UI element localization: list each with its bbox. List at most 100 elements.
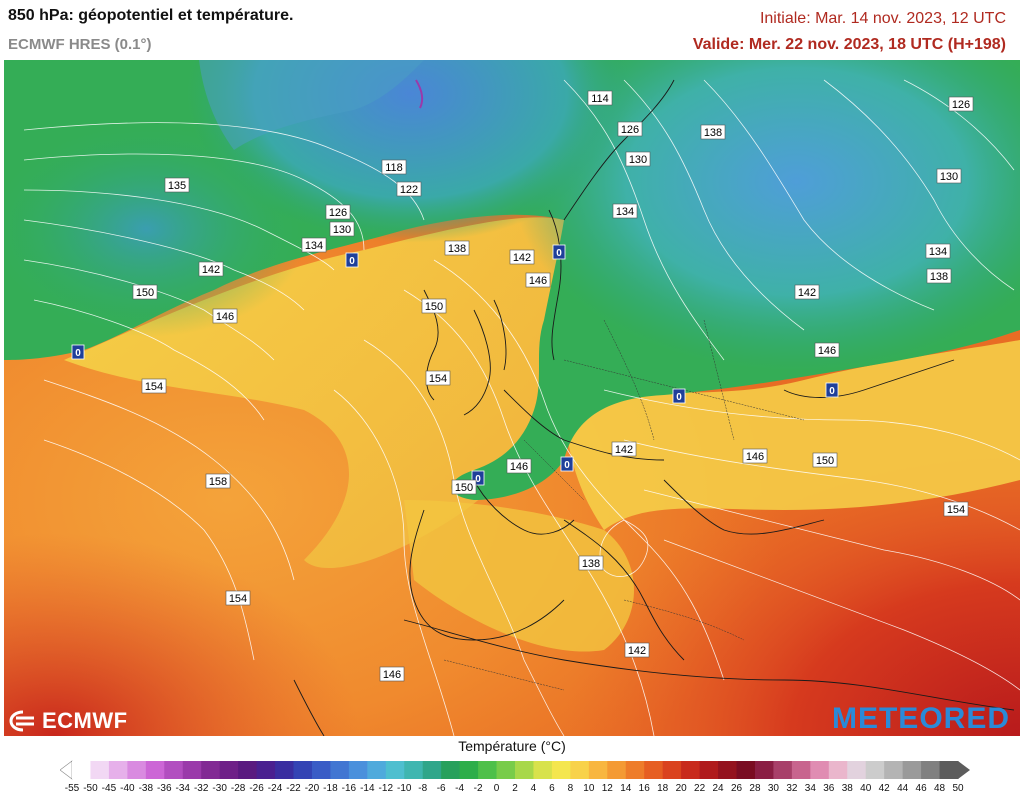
geopotential-label-text: 130 [629,154,647,166]
legend-swatch [921,761,941,779]
zero-isotherm-text: 0 [349,256,355,267]
legend-tick-label: -2 [473,783,483,794]
legend-swatch [865,761,885,779]
zero-isotherm-marker: 0 [71,344,85,360]
geopotential-label-text: 146 [529,275,547,287]
legend-tick-label: 38 [841,783,853,794]
legend-tick-label: 40 [860,783,872,794]
zero-isotherm-text: 0 [556,248,562,259]
geopotential-label-text: 150 [455,482,473,494]
geopotential-label-text: 146 [216,311,234,323]
legend-swatch [275,761,294,779]
geopotential-label-text: 138 [582,558,600,570]
geopotential-label: 134 [301,237,327,253]
legend-tick-label: 42 [878,783,890,794]
legend-tick-label: 26 [730,783,743,794]
legend-swatch [404,761,424,779]
legend-tick-label: -50 [83,783,98,794]
legend-tick-label: 8 [567,783,574,794]
legend-swatch [718,761,737,779]
geopotential-label: 122 [396,181,422,197]
legend-swatch [588,761,608,779]
geopotential-label: 150 [132,284,158,300]
legend-swatch [681,761,701,779]
geopotential-label-text: 154 [229,593,247,605]
legend-tick-label: -32 [193,783,209,794]
legend-tick-label: -30 [212,783,227,794]
legend-swatch [293,761,313,779]
legend-swatch [939,761,959,779]
legend-swatch [884,761,904,779]
geopotential-label-text: 154 [429,373,447,385]
legend-tick-label: -22 [286,783,301,794]
zero-isotherm-text: 0 [676,392,682,403]
legend-title: Température (°C) [458,738,566,754]
geopotential-label-text: 126 [621,124,639,136]
legend-tick-label: 0 [493,783,500,794]
legend-tick-label: 46 [915,783,927,794]
zero-isotherm-marker: 0 [560,456,574,472]
legend-tick-label: -20 [304,783,320,794]
meteored-logo: METEORED [831,702,1010,735]
zero-isotherm-markers: 0 0 0 0 0 0 0 [71,244,839,486]
geopotential-label-text: 134 [929,246,947,258]
geopotential-label-text: 130 [940,171,958,183]
geopotential-label-text: 142 [615,444,633,456]
legend-tick-label: -16 [341,783,357,794]
legend-tick-label: 24 [712,783,724,794]
legend-tick-label: 28 [749,783,761,794]
geopotential-label: 138 [578,555,604,571]
geopotential-label-text: 138 [704,127,722,139]
geopotential-label: 142 [794,284,820,300]
geopotential-label: 146 [814,342,840,358]
geopotential-label: 114 [587,90,613,106]
geopotential-label-text: 142 [513,252,531,264]
geopotential-label: 126 [948,96,974,112]
legend-tick-label: -34 [175,783,190,794]
geopotential-label: 146 [506,458,532,474]
legend-tick-label: 36 [823,783,835,794]
legend-swatch [810,761,830,779]
geopotential-label: 142 [198,261,224,277]
legend-tick-label: 30 [767,783,779,794]
geopotential-label: 150 [812,452,838,468]
legend-swatch [127,761,147,779]
legend-swatch [145,761,165,779]
legend-swatch [828,761,848,779]
legend-tick-label: 48 [933,783,946,794]
legend-swatch [570,761,590,779]
geopotential-label: 142 [611,441,637,457]
model-name: ECMWF HRES (0.1°) [8,36,152,53]
legend-tick-label: 34 [804,783,816,794]
legend-tick-label: -12 [378,783,394,794]
legend-swatch [791,761,811,779]
legend-swatch [625,761,645,779]
geopotential-contours [23,79,1020,736]
legend-tick-label: 6 [549,783,555,794]
geopotential-label-text: 130 [333,224,351,236]
map-title: 850 hPa: géopotentiel et température. [8,7,294,24]
legend-swatch [773,761,793,779]
legend-tick-label: 44 [897,783,909,794]
legend-swatch [441,761,461,779]
geopotential-label: 154 [141,378,167,394]
geopotential-label-text: 138 [448,243,466,255]
legend-tick-label: -36 [157,783,172,794]
geopotential-label-text: 150 [136,287,154,299]
legend-swatch [164,761,184,779]
legend-swatch [699,761,719,779]
geopotential-label: 134 [612,203,638,219]
zero-isotherm-text: 0 [75,348,81,359]
weather-map[interactable]: 0 0 0 0 0 0 0 114 126 126 138 130 118 130 135 122 134 12… [4,60,1020,736]
legend-tick-label: 12 [601,783,613,794]
geopotential-label: 146 [379,666,405,682]
low-pressure-center [415,79,424,109]
legend-swatch [754,761,774,779]
legend-swatch [182,761,202,779]
zero-isotherm-text: 0 [829,386,835,397]
geopotential-label-text: 146 [818,345,836,357]
ecmwf-logo: ECMWF [8,706,128,736]
legend-swatch [238,761,258,779]
geopotential-label-text: 134 [616,206,634,218]
geopotential-label-text: 146 [746,451,764,463]
